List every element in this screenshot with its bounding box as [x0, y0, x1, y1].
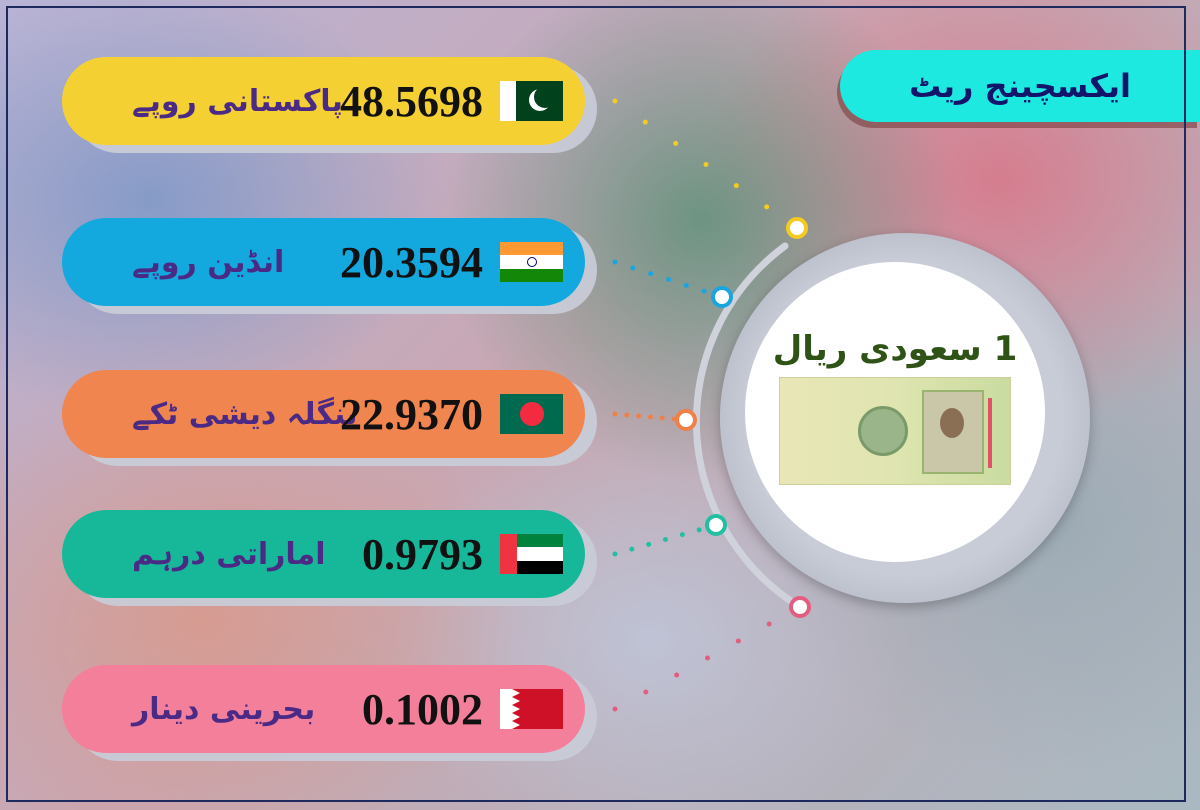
currency-name: پاکستانی روپے — [132, 83, 343, 119]
connector-dot — [648, 271, 654, 277]
connector-dot — [705, 655, 710, 661]
connector-dot — [764, 204, 770, 210]
page-title: ایکسچینج ریٹ — [840, 50, 1200, 122]
connector-dot — [612, 706, 618, 712]
bangladesh-flag-icon — [500, 394, 563, 434]
node-marker — [711, 286, 733, 308]
rate-value: 48.5698 — [340, 76, 483, 126]
node-marker — [705, 514, 727, 536]
connector-dot — [766, 621, 772, 627]
rate-value: 0.9793 — [362, 529, 483, 579]
connector-dot — [612, 551, 618, 557]
rate-card-0: پاکستانی روپے 48.5698 — [62, 57, 585, 145]
connector-dot — [679, 532, 685, 538]
currency-name: بنگلہ دیشی ٹکے — [132, 396, 358, 432]
connector-dot — [735, 638, 741, 644]
node-marker — [786, 217, 808, 239]
rate-card-3: اماراتی درہم 0.9793 — [62, 510, 585, 598]
connector-dot — [683, 282, 689, 288]
connector-dot — [629, 546, 635, 552]
rate-card-4: بحرینی دینار 0.1002 — [62, 665, 585, 753]
connector-dot — [733, 183, 739, 189]
currency-name: اماراتی درہم — [132, 536, 326, 572]
connector-dot — [659, 415, 665, 421]
connector-dot — [612, 411, 618, 417]
connector-dot — [612, 98, 618, 104]
title-text: ایکسچینج ریٹ — [909, 67, 1131, 105]
uae-flag-icon — [500, 534, 563, 574]
connector-dot — [703, 162, 709, 167]
bahrain-flag-icon — [500, 689, 563, 729]
saudi-riyal-banknote-image — [779, 377, 1011, 485]
pakistan-flag-icon — [500, 81, 563, 121]
connector-dot — [642, 119, 648, 125]
connector-dot — [643, 689, 649, 695]
connector-dot — [646, 541, 652, 547]
connector-dot — [630, 265, 636, 271]
currency-name: انڈین روپے — [132, 244, 285, 280]
connector-dot — [674, 672, 680, 678]
node-marker — [675, 409, 697, 431]
connector-dot — [663, 537, 668, 542]
rate-card-1: انڈین روپے 20.3594 — [62, 218, 585, 306]
connector-dot — [612, 259, 618, 265]
connector-dot — [636, 413, 642, 419]
base-currency-card: 1 سعودی ریال — [745, 262, 1045, 562]
currency-name: بحرینی دینار — [132, 691, 316, 727]
connector-dot — [696, 527, 702, 533]
connector-dot — [673, 140, 679, 146]
india-flag-icon — [500, 242, 563, 282]
connector-dot — [701, 288, 707, 294]
connector-dot — [648, 414, 653, 420]
base-currency-label: 1 سعودی ریال — [772, 329, 1018, 369]
rate-value: 0.1002 — [362, 684, 483, 734]
rate-card-2: بنگلہ دیشی ٹکے 22.9370 — [62, 370, 585, 458]
rate-value: 22.9370 — [340, 389, 483, 439]
connector-dot — [666, 277, 671, 282]
connector-dot — [624, 412, 630, 418]
node-marker — [789, 596, 811, 618]
rate-value: 20.3594 — [340, 237, 483, 287]
